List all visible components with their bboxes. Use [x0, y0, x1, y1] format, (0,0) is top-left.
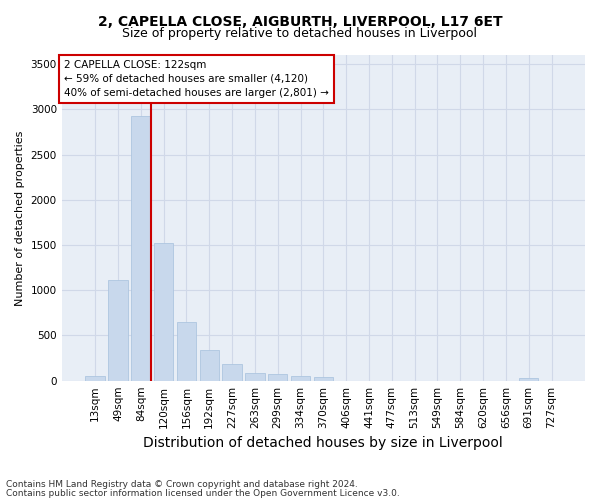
- Bar: [177, 322, 196, 380]
- Text: Size of property relative to detached houses in Liverpool: Size of property relative to detached ho…: [122, 28, 478, 40]
- Text: Contains HM Land Registry data © Crown copyright and database right 2024.: Contains HM Land Registry data © Crown c…: [6, 480, 358, 489]
- Bar: [314, 377, 333, 380]
- Bar: [131, 116, 151, 380]
- Text: 2 CAPELLA CLOSE: 122sqm
← 59% of detached houses are smaller (4,120)
40% of semi: 2 CAPELLA CLOSE: 122sqm ← 59% of detache…: [64, 60, 329, 98]
- Bar: [154, 243, 173, 380]
- Y-axis label: Number of detached properties: Number of detached properties: [15, 130, 25, 306]
- Bar: [519, 378, 538, 380]
- Text: Contains public sector information licensed under the Open Government Licence v3: Contains public sector information licen…: [6, 489, 400, 498]
- Bar: [223, 364, 242, 380]
- Bar: [268, 374, 287, 380]
- Text: 2, CAPELLA CLOSE, AIGBURTH, LIVERPOOL, L17 6ET: 2, CAPELLA CLOSE, AIGBURTH, LIVERPOOL, L…: [98, 15, 502, 29]
- X-axis label: Distribution of detached houses by size in Liverpool: Distribution of detached houses by size …: [143, 436, 503, 450]
- Bar: [245, 372, 265, 380]
- Bar: [291, 376, 310, 380]
- Bar: [200, 350, 219, 380]
- Bar: [85, 376, 105, 380]
- Bar: [108, 280, 128, 380]
